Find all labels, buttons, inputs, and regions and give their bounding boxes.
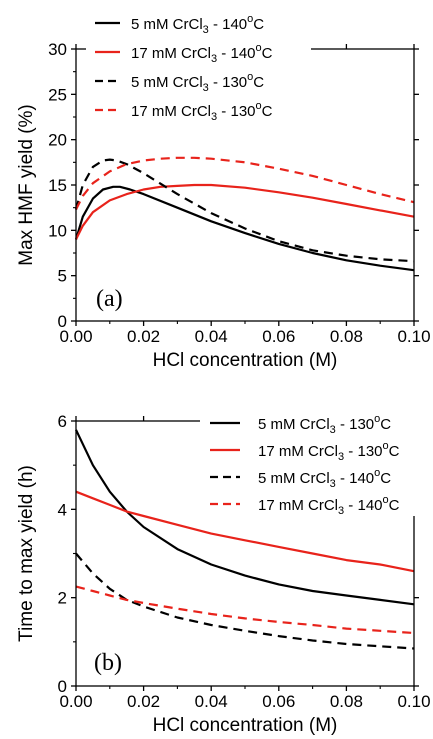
y-tick-label: 2 [58,589,67,608]
x-tick-label: 0.08 [330,327,363,346]
legend-label-4: 17 mM CrCl3 - 140oC [258,494,400,517]
series-line-3 [75,552,415,650]
x-tick-label: 0.08 [330,692,363,711]
x-tick-label: 0.00 [59,327,92,346]
x-tick-label: 0.06 [262,692,295,711]
legend-label-3: 5 mM CrCl3 - 140oC [258,467,391,490]
panel-label: (a) [96,286,123,312]
y-tick-label: 5 [58,267,67,286]
series-line-4 [75,585,415,635]
x-axis-title: HCl concentration (M) [153,350,338,371]
y-tick-label: 4 [58,500,67,519]
y-tick-label: 15 [48,176,67,195]
x-tick-label: 0.10 [397,327,430,346]
y-tick-label: 0 [58,677,67,696]
y-tick-label: 20 [48,131,67,150]
x-tick-label: 0.04 [195,327,228,346]
chart-panel-b: 0.00 0.02 0.04 0.06 0.08 0.10 0 2 4 6 HCl concentr… [16,408,433,736]
legend-box [200,408,433,516]
series-line-4 [75,156,415,210]
legend-label-1: 5 mM CrCl3 - 140oC [131,13,264,36]
legend-label-4: 17 mM CrCl3 - 130oC [131,100,273,123]
x-tick-label: 0.10 [397,692,430,711]
series-line-1 [74,185,415,272]
y-axis-title: Max HMF yield (%) [16,104,37,266]
panel-label: (b) [94,650,122,676]
y-tick-label: 6 [58,412,67,431]
series-line-2 [75,183,415,240]
y-tick-label: 30 [48,40,67,59]
chart-panel-a: 0.00 0.02 0.04 0.06 0.08 0.10 0 5 10 15 20 25 30 HCl … [16,11,431,371]
series-line-3 [74,158,415,263]
series-line-1 [75,429,415,606]
series-line-2 [75,490,415,573]
y-tick-label: 0 [58,312,67,331]
legend-box [86,11,311,134]
x-tick-label: 0.06 [262,327,295,346]
y-tick-label: 10 [48,221,67,240]
legend-label-3: 5 mM CrCl3 - 130oC [131,71,264,94]
y-axis-title: Time to max yield (h) [16,465,37,642]
x-tick-label: 0.02 [127,692,160,711]
x-tick-label: 0.02 [127,327,160,346]
x-axis-title: HCl concentration (M) [153,715,338,736]
legend-label-1: 5 mM CrCl3 - 130oC [258,413,391,436]
legend-label-2: 17 mM CrCl3 - 140oC [131,42,273,65]
x-tick-label: 0.00 [59,692,92,711]
legend-label-2: 17 mM CrCl3 - 130oC [258,440,400,463]
x-tick-label: 0.04 [195,692,228,711]
y-tick-label: 25 [48,85,67,104]
